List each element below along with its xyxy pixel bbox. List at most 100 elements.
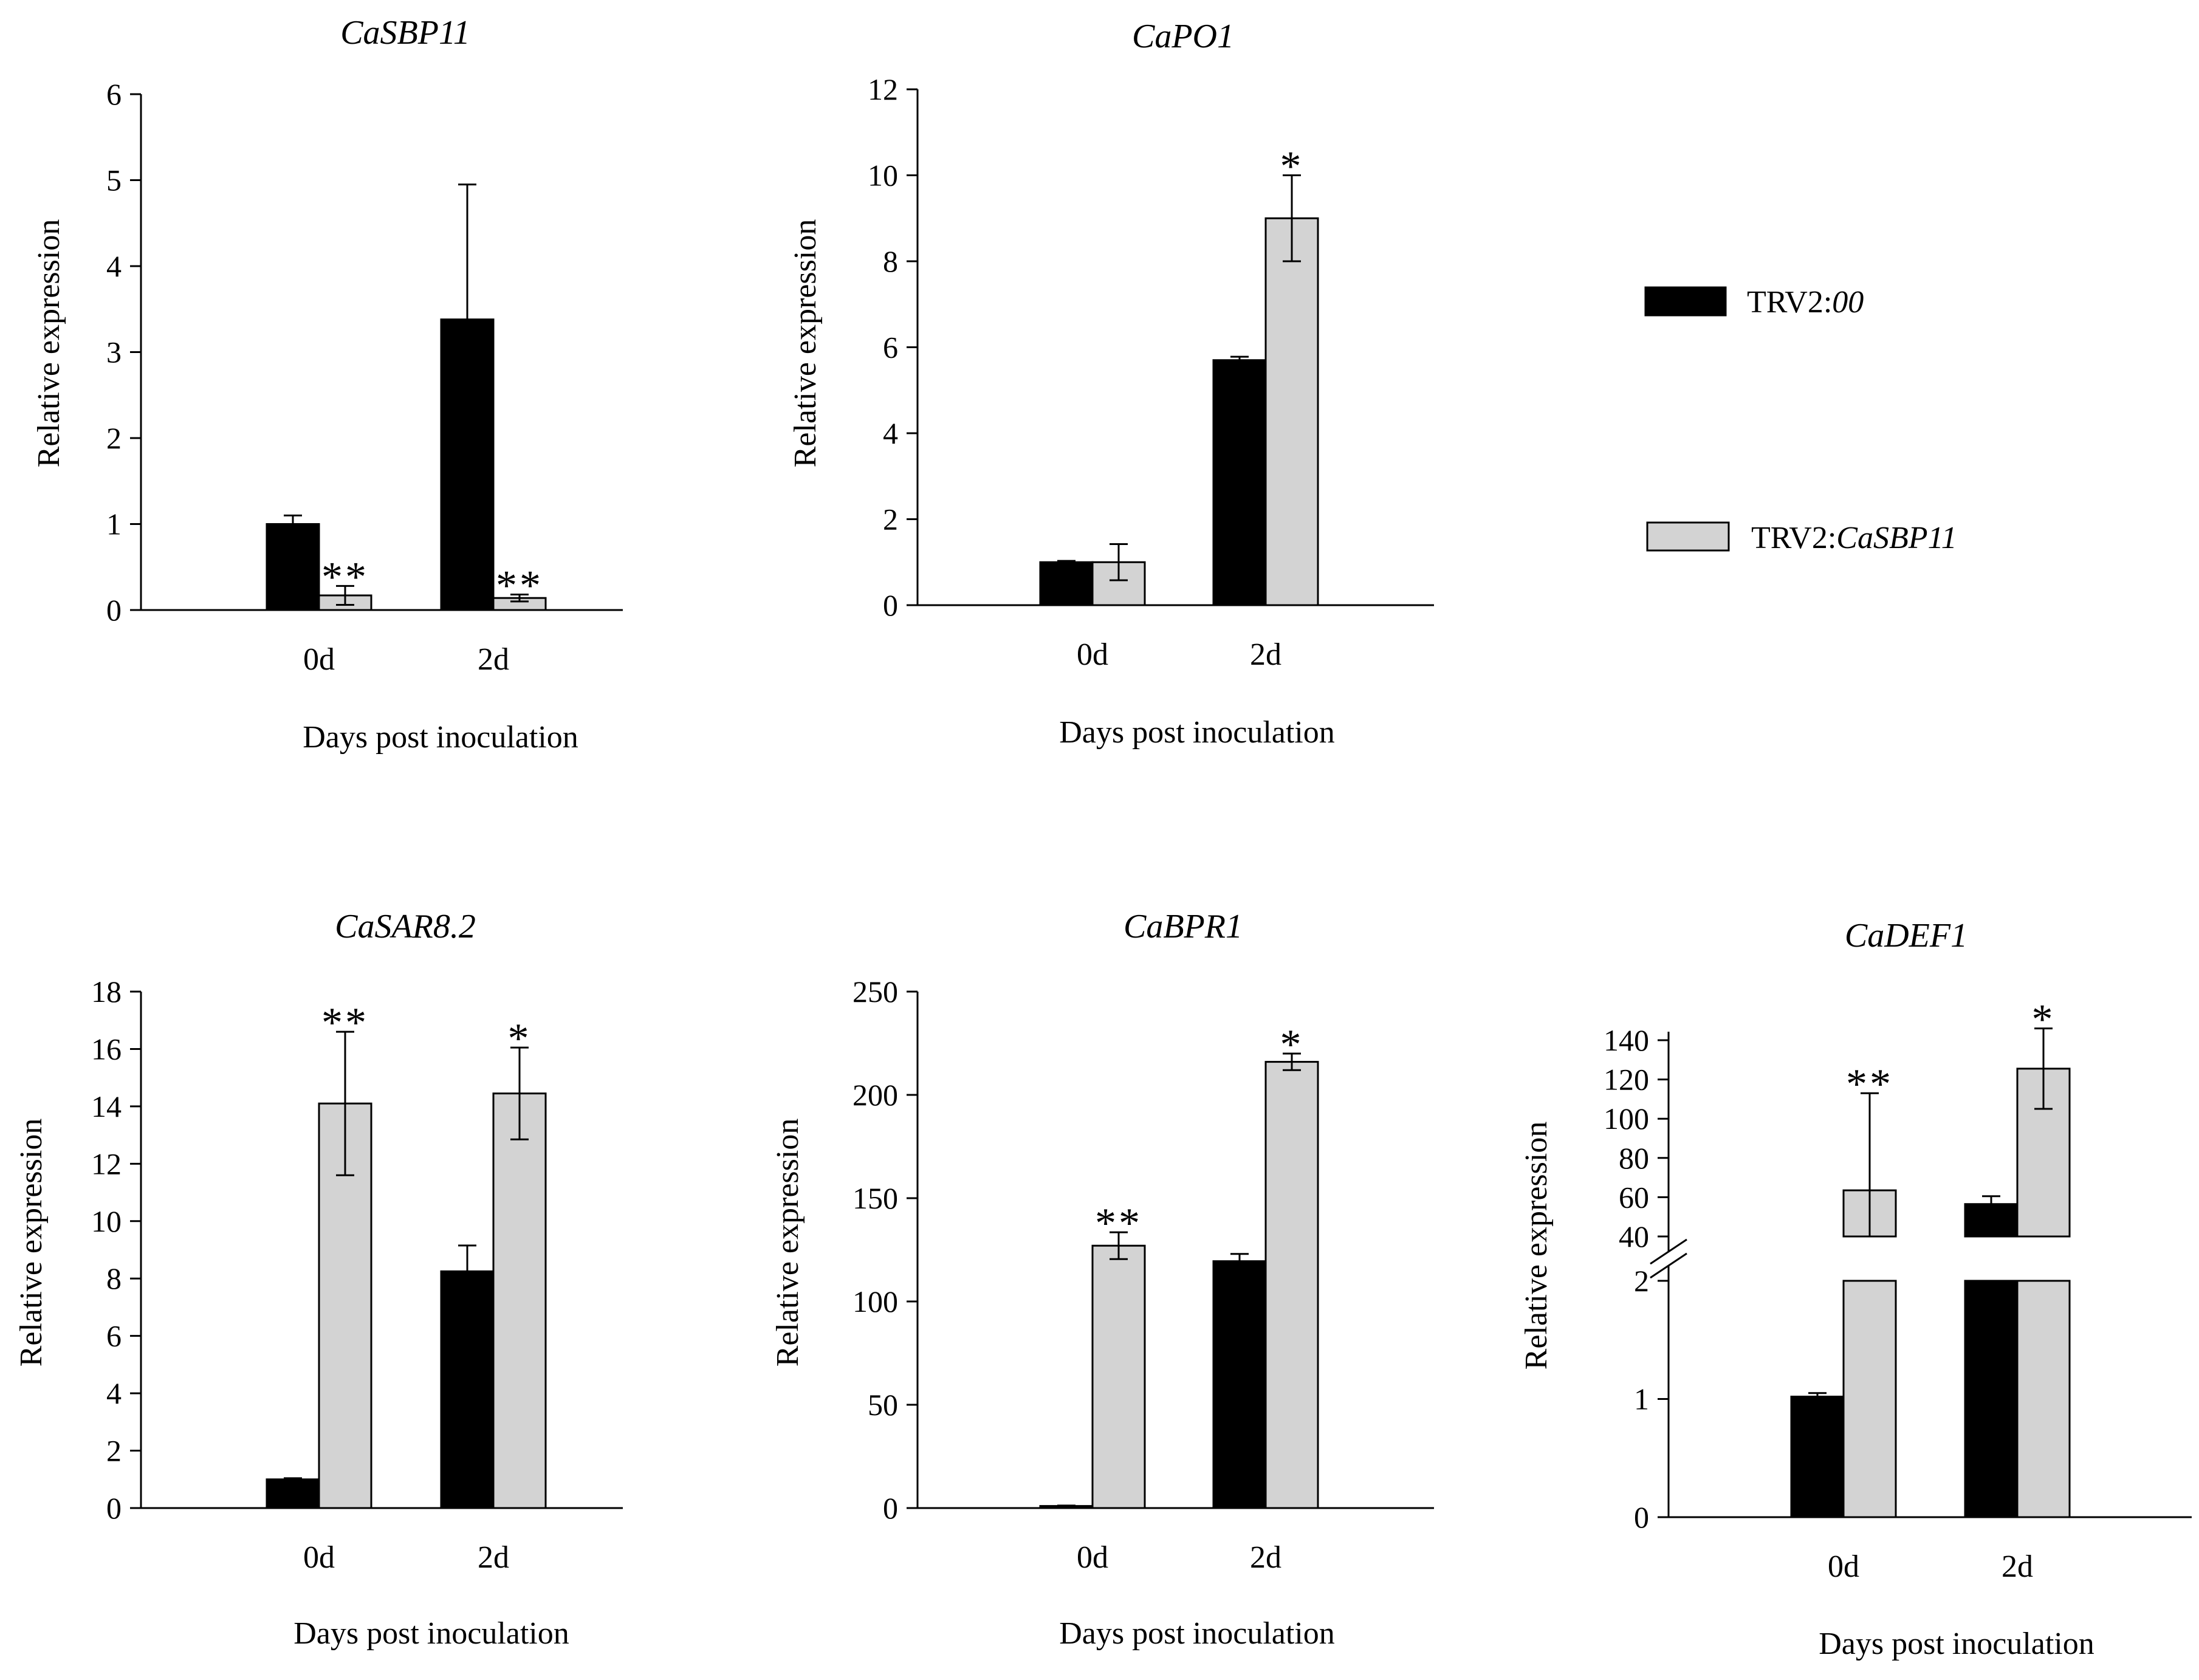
y-tick-label: 8 (106, 1261, 122, 1295)
significance-mark: * (1280, 1021, 1304, 1068)
y-tick-label: 10 (868, 159, 898, 193)
y-tick-label: 5 (106, 163, 122, 197)
y-axis-label: Relative expression (14, 1119, 49, 1367)
legend-label-ctrl: TRV2:00 (1747, 285, 1864, 320)
y-tick-label: 3 (106, 335, 122, 369)
y-tick-label: 250 (852, 975, 898, 1009)
y-axis-label: Relative expression (32, 219, 66, 468)
bar-ctrl-lower (1964, 1280, 2019, 1518)
y-tick-label: 0 (883, 1491, 898, 1525)
bar-ctrl (1212, 359, 1267, 606)
y-tick-label: 140 (1604, 1023, 1649, 1057)
panel-title: CaBPR1 (1124, 908, 1243, 945)
x-axis-label: Days post inoculation (293, 1616, 569, 1651)
y-tick-label: 100 (1604, 1102, 1649, 1136)
panel-title: CaSAR8.2 (335, 908, 476, 945)
y-tick-label: 6 (106, 1319, 122, 1353)
x-axis-label: Days post inoculation (1059, 1616, 1335, 1651)
y-tick-label: 18 (91, 975, 122, 1009)
y-tick-label: 120 (1604, 1063, 1649, 1097)
panel-title: CaPO1 (1132, 18, 1234, 55)
x-category-label: 2d (478, 1540, 509, 1575)
x-category-label: 2d (478, 642, 509, 677)
significance-mark: ** (1846, 1061, 1893, 1108)
panel-cabpr1: CaBPR1 Relative expression Days post ino… (770, 908, 1434, 1651)
y-axis-label: Relative expression (1519, 1122, 1554, 1370)
legend-swatch-ctrl (1644, 286, 1727, 317)
x-category-label: 2d (2002, 1549, 2033, 1584)
y-tick-label: 0 (1634, 1500, 1649, 1534)
bar-silenced-lower (2016, 1280, 2071, 1518)
axis-break-mark (1650, 1238, 1687, 1265)
legend-swatch-silenced (1646, 521, 1730, 552)
y-tick-label: 60 (1619, 1180, 1649, 1214)
y-axis-label: Relative expression (770, 1119, 805, 1367)
x-axis-label: Days post inoculation (303, 720, 578, 755)
bar-silenced (1091, 1244, 1146, 1509)
panel-cadef1: CaDEF1 Relative expression Days post ino… (1519, 917, 2192, 1661)
y-tick-label: 4 (106, 1376, 122, 1410)
y-tick-label: 6 (883, 331, 898, 365)
bar-ctrl (266, 523, 320, 611)
x-axis-label: Days post inoculation (1819, 1627, 2094, 1661)
y-tick-label: 12 (868, 72, 898, 106)
plot-area: 0 50 100 150 200 250 ** 0d * 2d (852, 975, 1434, 1575)
plot-area: 0 1 2 3 4 5 6 ** 0d ** 2d (106, 77, 623, 677)
panel-casbp11: CaSBP11 Relative expression Days post in… (32, 14, 623, 755)
x-category-label: 0d (303, 642, 335, 677)
panel-capo1: CaPO1 Relative expression Days post inoc… (788, 18, 1434, 750)
y-tick-label: 0 (106, 1491, 122, 1525)
y-tick-label: 4 (106, 249, 122, 283)
x-category-label: 0d (1077, 637, 1108, 672)
y-tick-label: 4 (883, 416, 898, 450)
bar-silenced (492, 1092, 547, 1509)
x-category-label: 2d (1250, 637, 1281, 672)
x-category-label: 0d (1828, 1549, 1859, 1584)
y-tick-label: 100 (852, 1284, 898, 1318)
bar-silenced-lower (1842, 1280, 1897, 1518)
y-tick-label: 6 (106, 77, 122, 111)
bar-silenced (1264, 217, 1319, 606)
y-tick-label: 50 (868, 1388, 898, 1422)
bar-ctrl (1039, 561, 1094, 606)
panel-title: CaDEF1 (1845, 917, 1967, 955)
y-tick-label: 10 (91, 1204, 122, 1238)
significance-mark: ** (321, 999, 369, 1046)
x-axis-label: Days post inoculation (1059, 715, 1335, 750)
bar-ctrl (266, 1478, 320, 1509)
significance-mark: ** (1095, 1200, 1142, 1247)
bar-ctrl (1790, 1396, 1845, 1518)
y-tick-label: 40 (1619, 1219, 1649, 1253)
y-tick-label: 2 (106, 1434, 122, 1468)
legend-label-silenced: TRV2:CaSBP11 (1751, 521, 1957, 555)
y-tick-label: 8 (883, 244, 898, 278)
plot-area: 0 2 4 6 8 10 12 0d * 2d (868, 72, 1434, 672)
panel-casar8-2: CaSAR8.2 Relative expression Days post i… (14, 908, 623, 1651)
plot-area: 0 1 2 40 60 80 100 120 140 ** 0d * 2d (1604, 996, 2192, 1584)
bar-ctrl (440, 1270, 495, 1509)
significance-mark: * (2032, 996, 2056, 1043)
y-tick-label: 200 (852, 1078, 898, 1112)
y-tick-label: 2 (883, 502, 898, 537)
y-tick-label: 14 (91, 1089, 122, 1123)
y-axis-label: Relative expression (788, 219, 823, 468)
y-tick-label: 1 (1634, 1382, 1649, 1416)
y-tick-label: 150 (852, 1181, 898, 1215)
significance-mark: ** (321, 554, 369, 600)
y-tick-label: 2 (1634, 1264, 1649, 1298)
significance-mark: ** (496, 563, 543, 609)
panel-title: CaSBP11 (340, 14, 470, 52)
bar-ctrl (1212, 1260, 1267, 1509)
y-tick-label: 0 (883, 588, 898, 622)
y-tick-label: 80 (1619, 1141, 1649, 1175)
legend: TRV2:00 TRV2:CaSBP11 (1644, 285, 1957, 555)
y-tick-label: 2 (106, 421, 122, 455)
significance-mark: * (508, 1015, 532, 1062)
x-category-label: 2d (1250, 1540, 1281, 1575)
y-tick-label: 16 (91, 1032, 122, 1066)
x-category-label: 0d (1077, 1540, 1108, 1575)
plot-area: 0 2 4 6 8 10 12 14 16 18 ** 0d * 2d (91, 975, 623, 1575)
y-tick-label: 1 (106, 507, 122, 541)
x-category-label: 0d (303, 1540, 335, 1575)
bar-silenced (1264, 1061, 1319, 1509)
